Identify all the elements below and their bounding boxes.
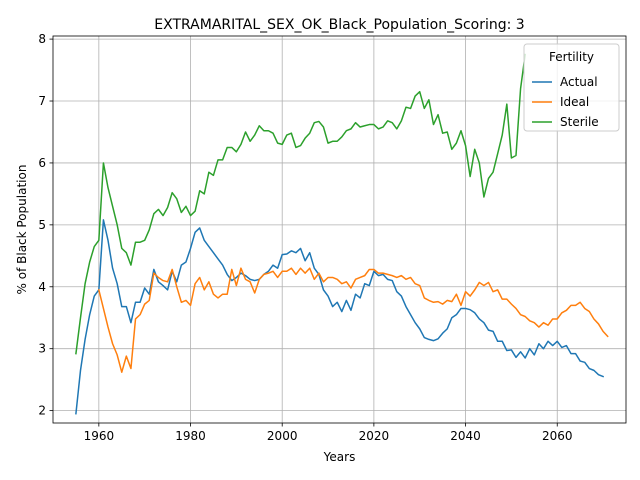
chart-title: EXTRAMARITAL_SEX_OK_Black_Population_Sco… — [154, 17, 524, 33]
y-tick-label: 2 — [38, 404, 46, 418]
plot-frame — [52, 35, 627, 424]
y-tick-label: 5 — [38, 218, 46, 232]
legend-box — [523, 43, 620, 132]
series-line-ideal — [97, 267, 609, 373]
series-lines — [75, 53, 609, 415]
y-tick-label: 4 — [38, 280, 46, 294]
x-tick-label: 1980 — [175, 429, 206, 443]
x-tick-label: 1960 — [84, 429, 115, 443]
x-axis-ticks: 1960 1980 2000 2020 2040 2060 — [84, 423, 573, 443]
y-axis-ticks: 2 3 4 5 6 7 8 — [38, 32, 53, 418]
y-tick-label: 8 — [38, 32, 46, 46]
x-axis-label: Years — [323, 450, 356, 464]
x-tick-label: 2060 — [542, 429, 573, 443]
legend-title: Fertility — [549, 50, 594, 64]
legend: Fertility Actual Ideal Sterile — [523, 43, 620, 132]
legend-label-ideal: Ideal — [560, 95, 589, 109]
y-axis-label: % of Black Population — [15, 165, 29, 295]
legend-label-actual: Actual — [560, 75, 598, 89]
y-tick-label: 3 — [38, 342, 46, 356]
legend-entries: Actual Ideal Sterile — [532, 75, 599, 129]
x-tick-label: 2000 — [267, 429, 298, 443]
y-tick-label: 6 — [38, 156, 46, 170]
series-line-sterile — [75, 53, 526, 355]
x-tick-label: 2020 — [359, 429, 390, 443]
series-line-actual — [75, 219, 605, 415]
grid-lines — [53, 36, 626, 423]
y-tick-label: 7 — [38, 94, 46, 108]
x-tick-label: 2040 — [450, 429, 481, 443]
legend-label-sterile: Sterile — [560, 115, 599, 129]
